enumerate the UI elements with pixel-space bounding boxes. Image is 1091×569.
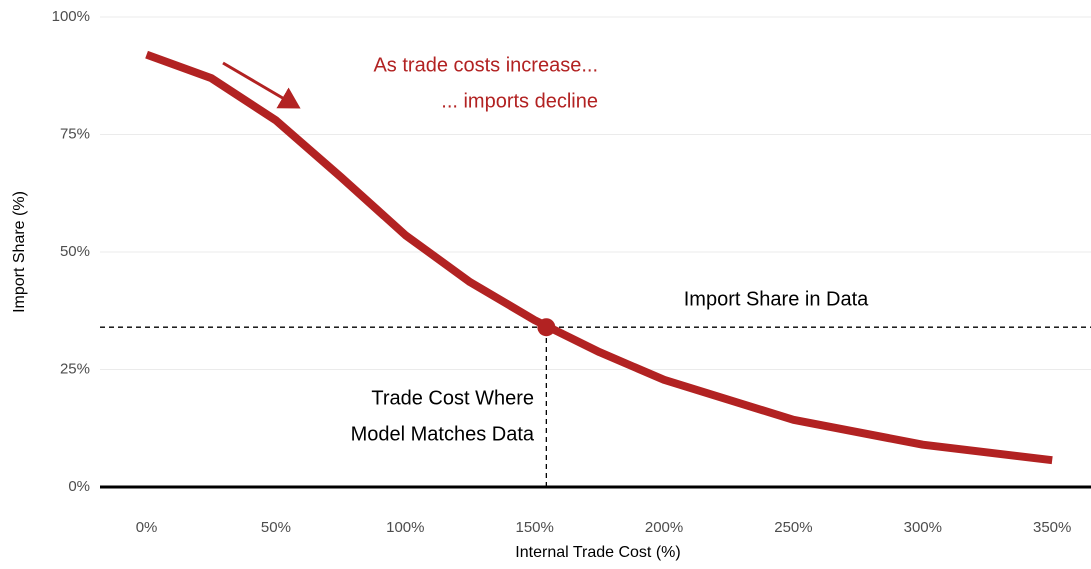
y-tick-label: 100%: [52, 8, 90, 25]
x-tick-label: 100%: [386, 519, 424, 536]
x-tick-label: 50%: [261, 519, 291, 536]
match-point: [537, 318, 556, 337]
annotation: Import Share in Data: [684, 288, 869, 310]
annotation: ... imports decline: [441, 90, 598, 112]
x-tick-label: 0%: [136, 519, 158, 536]
annotation: Trade Cost Where: [371, 387, 534, 409]
x-axis-title: Internal Trade Cost (%): [515, 544, 680, 561]
y-tick-label: 0%: [68, 478, 90, 495]
y-tick-label: 75%: [60, 125, 90, 142]
x-tick-label: 150%: [516, 519, 554, 536]
annotation: Model Matches Data: [351, 423, 535, 445]
y-tick-label: 25%: [60, 360, 90, 377]
x-tick-label: 300%: [904, 519, 942, 536]
curve: [145, 50, 1053, 465]
annotation: As trade costs increase...: [373, 54, 598, 76]
trend-arrow: [222, 61, 301, 109]
x-tick-label: 250%: [774, 519, 812, 536]
x-tick-label: 200%: [645, 519, 683, 536]
x-tick-label: 350%: [1033, 519, 1071, 536]
y-tick-label: 50%: [60, 243, 90, 260]
y-axis-title: Import Share (%): [11, 191, 28, 313]
